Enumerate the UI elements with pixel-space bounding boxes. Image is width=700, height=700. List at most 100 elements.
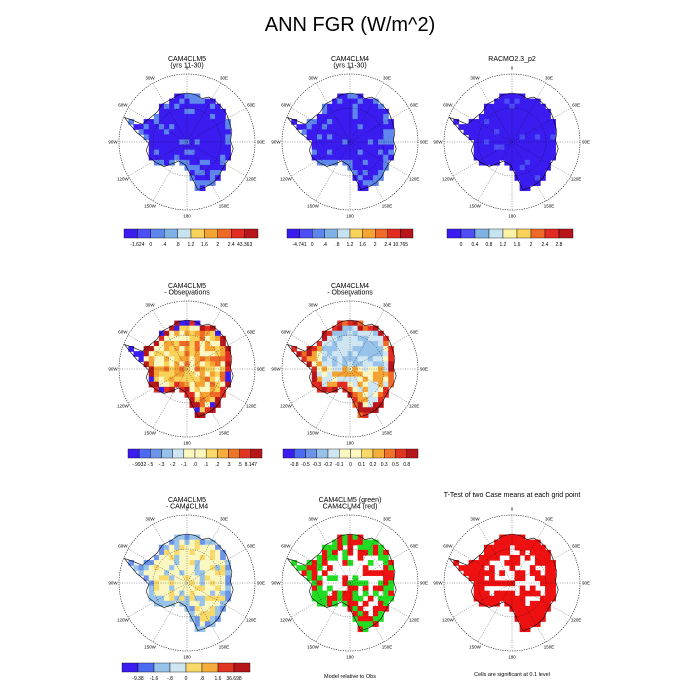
map-border xyxy=(281,73,419,211)
map-cell xyxy=(540,108,546,115)
meridian-line xyxy=(477,83,547,201)
map-cell xyxy=(499,590,505,597)
map-cell xyxy=(519,621,526,627)
map-cell xyxy=(164,366,170,373)
map-cell xyxy=(153,585,160,592)
map-cell xyxy=(174,544,180,551)
map-cell xyxy=(179,580,186,587)
map-cell xyxy=(184,154,191,161)
map-cell xyxy=(209,605,216,612)
map-cell xyxy=(372,361,379,368)
map-cell xyxy=(174,570,180,576)
colorbar-box xyxy=(316,448,329,459)
map-cell xyxy=(327,119,333,125)
longitude-label: 30E xyxy=(545,517,553,522)
map-cell xyxy=(332,103,338,110)
map-cell xyxy=(489,570,495,576)
map-cell xyxy=(164,108,170,115)
map-cell xyxy=(378,113,384,120)
map-cell xyxy=(204,325,211,332)
map-cell xyxy=(327,144,333,151)
map-cell xyxy=(342,371,349,378)
map-cell xyxy=(362,330,369,337)
map-cell xyxy=(189,549,196,556)
colorbar-box xyxy=(327,448,340,459)
map-cell xyxy=(362,544,369,551)
map-cell xyxy=(483,560,490,566)
map-cell xyxy=(347,391,354,398)
map-cell xyxy=(164,144,170,151)
map-cell xyxy=(337,595,343,602)
longitude-label: 120E xyxy=(246,177,257,182)
map-cell xyxy=(514,611,521,617)
map-cell xyxy=(194,580,201,587)
map-cell xyxy=(514,113,521,120)
map-cell xyxy=(189,154,196,161)
map-cell xyxy=(153,119,160,125)
map-cell xyxy=(378,330,384,337)
map-cell xyxy=(499,129,505,135)
longitude-label: 120E xyxy=(409,177,420,182)
map-cell xyxy=(174,340,180,347)
map-cell xyxy=(209,585,216,592)
map-cell xyxy=(199,154,206,161)
map-cell xyxy=(347,361,354,368)
map-cell xyxy=(158,590,165,597)
map-cell xyxy=(199,407,206,413)
map-cell xyxy=(540,560,546,566)
panel-title: RACMO2.3_p2 xyxy=(488,56,536,63)
map-cell xyxy=(189,595,196,602)
map-cell xyxy=(184,351,191,357)
map-cell xyxy=(362,98,369,105)
map-cell xyxy=(164,113,170,120)
map-cell xyxy=(174,371,180,378)
map-cell xyxy=(337,144,343,151)
map-cell xyxy=(209,154,216,161)
meridian-line xyxy=(152,310,222,428)
map-cell xyxy=(169,124,175,130)
map-cell xyxy=(143,565,150,571)
map-cell xyxy=(342,361,349,368)
map-cell xyxy=(225,371,231,378)
map-cell xyxy=(499,144,505,151)
map-cell xyxy=(158,376,165,383)
map-cell xyxy=(529,164,536,171)
colorbar-label: -1.6 xyxy=(150,676,159,682)
map-cell xyxy=(347,595,354,602)
map-cell xyxy=(158,124,165,130)
colorbar-label: 0.3 xyxy=(381,462,388,468)
longitude-label: 60E xyxy=(572,103,580,108)
map-cell xyxy=(184,124,191,130)
map-cell xyxy=(321,361,328,368)
map-cell xyxy=(383,124,389,130)
map-cell xyxy=(209,129,216,135)
map-cell xyxy=(372,366,379,373)
map-cell xyxy=(352,139,359,146)
map-cell xyxy=(519,180,526,186)
map-cell xyxy=(199,391,206,398)
panel-p7: 030E60E90E120E150E180150W120W90W60W30WCA… xyxy=(271,497,428,680)
panel-p8: 030E60E90E120E150E180150W120W90W60W30WT-… xyxy=(433,492,590,678)
map-cell xyxy=(347,371,354,378)
map-cell xyxy=(514,544,521,551)
map-cell xyxy=(540,605,546,612)
map-cell xyxy=(327,159,333,166)
map-cell xyxy=(158,108,165,115)
map-cell xyxy=(316,565,323,571)
map-cell xyxy=(316,340,323,347)
map-cell xyxy=(483,159,490,166)
map-cell xyxy=(327,544,333,551)
map-cell xyxy=(378,103,384,110)
map-cell xyxy=(550,560,556,566)
map-cell xyxy=(184,560,191,566)
map-cell xyxy=(388,560,394,566)
meridian-line xyxy=(315,524,385,642)
colorbar-box xyxy=(137,228,151,239)
longitude-label: 60W xyxy=(443,103,453,108)
map-cell xyxy=(321,554,328,561)
map-cell xyxy=(209,402,216,408)
map-cell xyxy=(372,539,379,546)
map-cell xyxy=(225,590,231,597)
map-cell xyxy=(478,595,485,602)
map-cell xyxy=(388,346,394,352)
